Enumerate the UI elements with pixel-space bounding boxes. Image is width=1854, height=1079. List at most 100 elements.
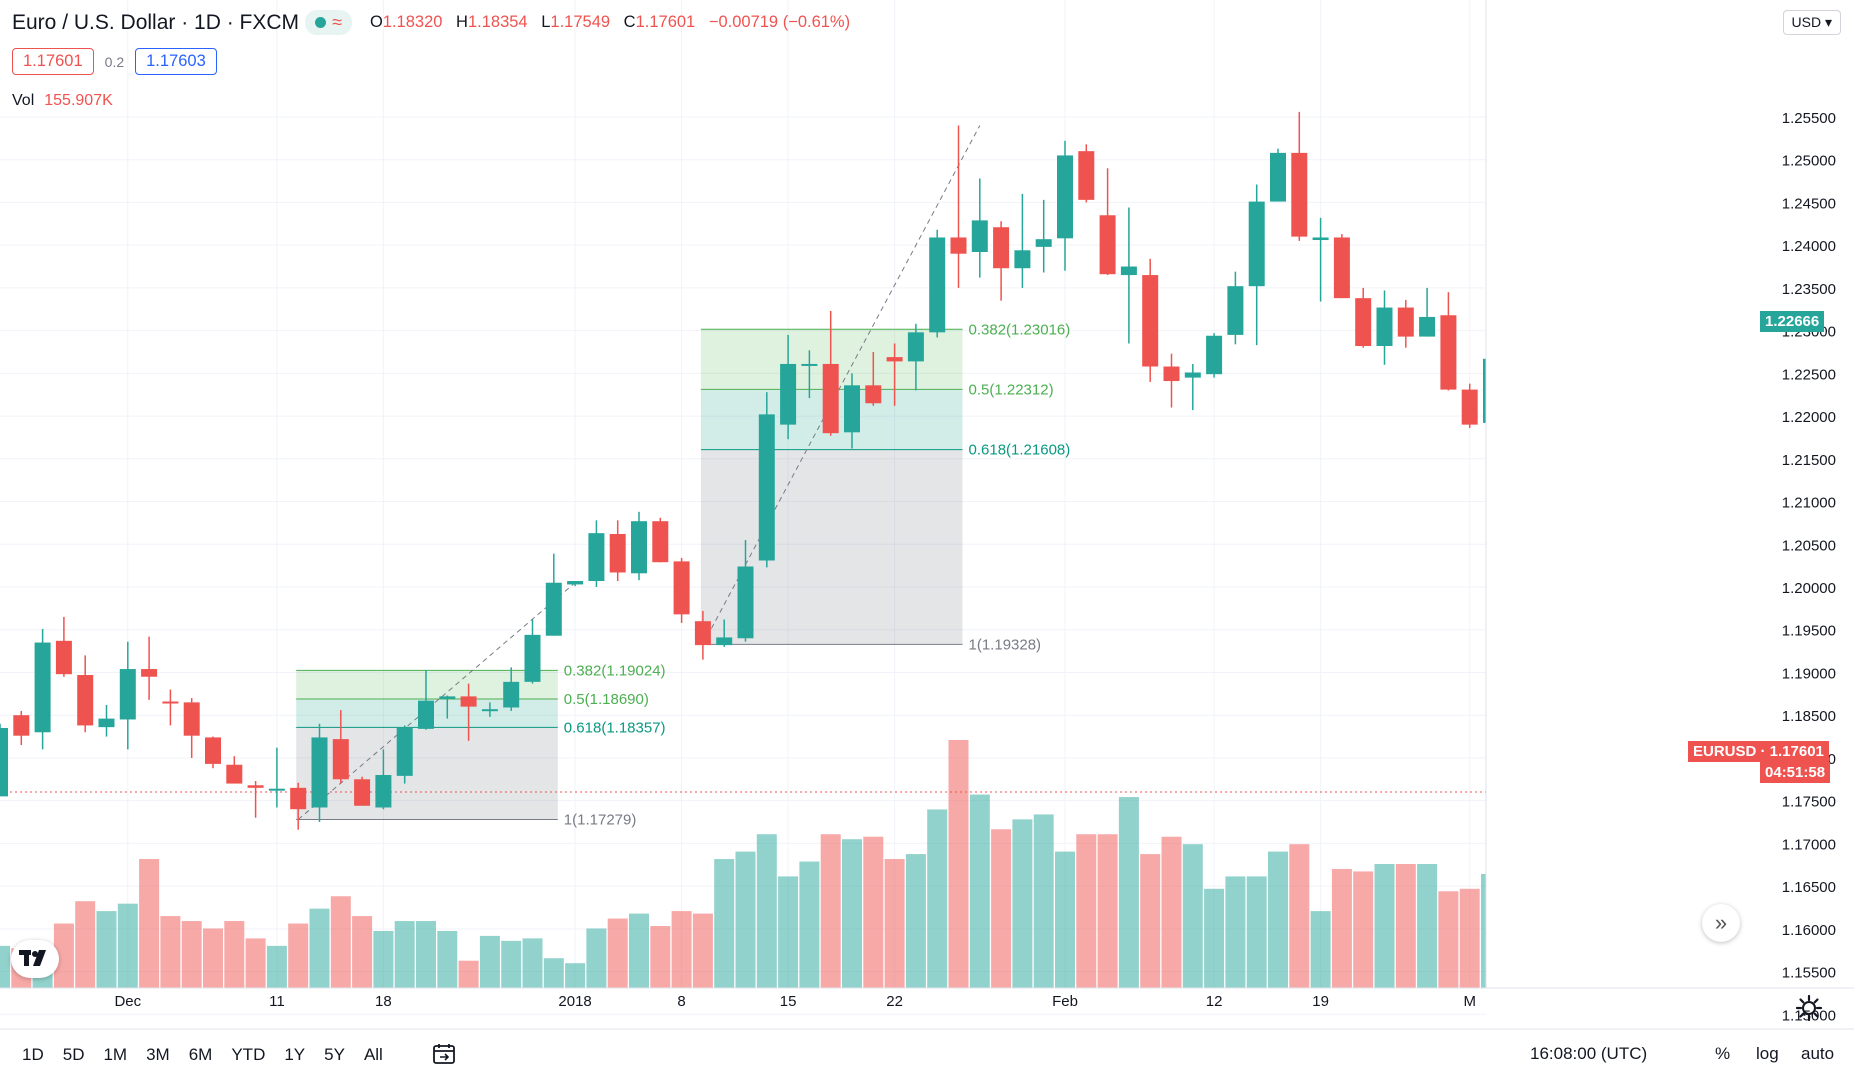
fib-level-label: 0.382(1.19024) [564, 662, 666, 679]
price-tick-label: 1.20500 [1782, 537, 1836, 554]
price-tick-label: 1.24500 [1782, 195, 1836, 212]
candle-body [1419, 316, 1436, 337]
volume-bar [117, 903, 138, 988]
candle-body [354, 779, 371, 806]
range-1m-button[interactable]: 1M [103, 1045, 128, 1064]
fib-trend-line [702, 125, 981, 645]
price-tick-label: 1.21000 [1782, 495, 1836, 512]
volume-bar [1097, 834, 1118, 988]
candle-body [247, 785, 264, 788]
fib-level-label: 0.618(1.21608) [969, 442, 1071, 459]
symbol-title[interactable]: Euro / U.S. Dollar · 1D · FXCM [12, 10, 300, 34]
buy-price-button[interactable]: 1.17603 [135, 48, 217, 75]
volume-bar [53, 923, 74, 988]
candle-body [1184, 372, 1201, 378]
log-scale-toggle[interactable]: log [1756, 1044, 1779, 1063]
settings-gear-icon[interactable] [1795, 994, 1823, 1022]
price-axis-panel [1486, 0, 1854, 988]
price-tick-label: 1.24000 [1782, 238, 1836, 255]
volume-bar [1140, 854, 1161, 988]
time-tick-label: 12 [1206, 993, 1223, 1010]
volume-bar [181, 921, 202, 988]
candle-body [865, 385, 882, 404]
volume-bar [692, 913, 713, 988]
volume-bar [607, 918, 628, 988]
volume-bar [1374, 864, 1395, 988]
volume-bar [522, 938, 543, 988]
volume-bar [1438, 891, 1459, 988]
bid-ask-quote: 1.17601 0.2 1.17603 [12, 48, 217, 75]
price-tick-label: 1.20000 [1782, 580, 1836, 597]
price-tick-label: 1.15500 [1782, 965, 1836, 982]
volume-bar [1459, 888, 1480, 988]
goto-date-calendar-icon[interactable] [432, 1043, 456, 1065]
countdown-tag: 04:51:58 [1760, 762, 1831, 783]
candle-body [375, 775, 392, 808]
candle-body [226, 764, 243, 784]
candle-body [1078, 151, 1095, 200]
candle-body [545, 582, 562, 636]
candle-body [1206, 335, 1223, 375]
volume-bar [1353, 871, 1374, 988]
range-1d-button[interactable]: 1D [22, 1045, 44, 1064]
volume-bar [394, 921, 415, 988]
candle-body [844, 385, 860, 433]
currency-button[interactable]: USD ▾ [1782, 10, 1841, 35]
volume-bar [820, 834, 841, 988]
current-price-tag: 1.22666 [1760, 311, 1825, 332]
range-3m-button[interactable]: 3M [146, 1045, 170, 1064]
volume-bar [778, 876, 799, 988]
volume-bar [437, 930, 458, 988]
volume-bar [245, 938, 266, 988]
range-all-button[interactable]: All [363, 1045, 383, 1064]
candle-body [1461, 389, 1478, 425]
volume-bar [650, 926, 671, 988]
range-5y-button[interactable]: 5Y [324, 1045, 345, 1064]
volume-bar [0, 945, 10, 988]
volume-bar [799, 861, 820, 988]
range-6m-button[interactable]: 6M [188, 1045, 213, 1064]
candle-body [34, 642, 51, 733]
range-ytd-button[interactable]: YTD [231, 1045, 266, 1064]
utc-clock[interactable]: 16:08:00 (UTC) [1530, 1044, 1648, 1063]
time-tick-label: Dec [114, 993, 141, 1010]
volume-bar [479, 935, 500, 988]
fib-trend-line [297, 582, 576, 820]
candle-body [694, 621, 711, 646]
volume-bar [1161, 836, 1182, 988]
percent-scale-toggle[interactable]: % [1715, 1044, 1731, 1063]
price-chart[interactable]: 0.382(1.19024) 0.5(1.18690) 0.618(1.18357)… [0, 0, 1854, 1031]
volume-bar [991, 829, 1012, 988]
volume-bar [1417, 864, 1438, 988]
volume-bar [863, 836, 884, 988]
range-1y-button[interactable]: 1Y [284, 1045, 306, 1064]
candle-body [460, 696, 477, 707]
volume-bar [1395, 864, 1416, 988]
volume-bar [309, 908, 330, 988]
volume-bar [1225, 876, 1246, 988]
candle-body [588, 533, 605, 582]
price-tick-label: 1.17500 [1782, 794, 1836, 811]
volume-bar [1331, 868, 1352, 988]
volume-bar [1076, 834, 1097, 988]
spread-value: 0.2 [104, 53, 125, 70]
range-5d-button[interactable]: 5D [62, 1045, 85, 1064]
candle-body [801, 363, 818, 366]
candle-body [439, 696, 456, 699]
market-status-pill[interactable]: ≈ [305, 10, 352, 35]
candle-body [1163, 366, 1180, 382]
fib-level-label: 0.618(1.18357) [564, 719, 666, 736]
sell-price-button[interactable]: 1.17601 [12, 48, 94, 75]
candle-body [1099, 215, 1116, 275]
scroll-to-realtime-button[interactable]: » [1702, 904, 1740, 942]
volume-bar [1289, 844, 1310, 988]
time-tick-label: 18 [375, 993, 392, 1010]
volume-bar [75, 901, 96, 988]
tradingview-logo-icon[interactable] [11, 940, 59, 978]
candle-body [1035, 239, 1052, 247]
auto-scale-toggle[interactable]: auto [1801, 1044, 1835, 1063]
candle-body [1227, 286, 1244, 335]
volume-bar [352, 916, 373, 988]
price-tick-label: 1.18500 [1782, 708, 1836, 725]
candle-body [822, 363, 839, 434]
